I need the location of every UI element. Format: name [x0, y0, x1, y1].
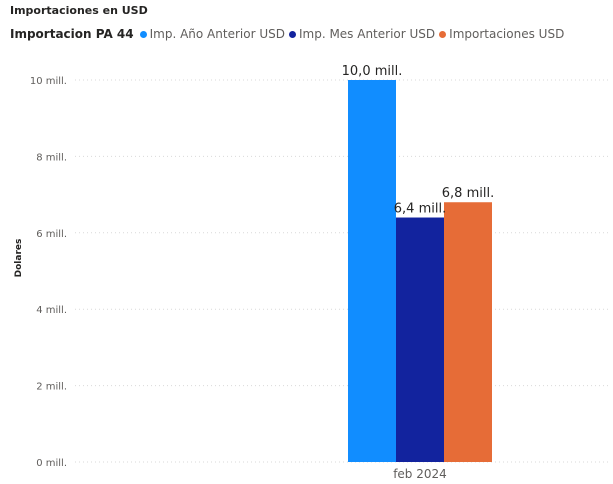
bar-1[interactable] — [396, 217, 444, 462]
bars — [348, 80, 492, 463]
data-label-2: 6,8 mill. — [442, 186, 494, 201]
legend-label-anio-anterior: Imp. Año Anterior USD — [149, 27, 285, 41]
data-labels: 10,0 mill. 6,4 mill.6,8 mill. — [342, 64, 495, 217]
legend-dot-anio-anterior — [139, 30, 147, 38]
legend-item-anio-anterior[interactable]: Imp. Año Anterior USD — [139, 27, 285, 41]
chart-legend: Importacion PA 44 Imp. Año Anterior USD … — [10, 27, 568, 41]
y-tick-label: 6 mill. — [36, 229, 67, 240]
x-axis-ticks: feb 2024 — [393, 467, 447, 481]
legend-label-importaciones: Importaciones USD — [449, 27, 565, 41]
y-tick-label: 10 mill. — [30, 76, 67, 87]
y-tick-label: 4 mill. — [36, 305, 67, 316]
y-axis-label: Dolares — [14, 239, 24, 278]
data-label-1: 6,4 mill. — [394, 202, 446, 217]
y-tick-label: 0 mill. — [36, 458, 67, 469]
gridlines — [75, 79, 608, 463]
y-tick-label: 8 mill. — [36, 152, 67, 163]
bar-2[interactable] — [444, 202, 492, 463]
legend-title: Importacion PA 44 — [10, 27, 134, 41]
chart-title: Importaciones en USD — [10, 4, 148, 17]
legend-item-mes-anterior[interactable]: Imp. Mes Anterior USD — [288, 27, 436, 41]
y-tick-label: 2 mill. — [36, 382, 67, 393]
legend-label-mes-anterior: Imp. Mes Anterior USD — [298, 27, 436, 41]
legend-dot-importaciones — [439, 30, 447, 38]
x-tick-label: feb 2024 — [393, 467, 447, 481]
legend-dot-mes-anterior — [288, 30, 296, 38]
legend-item-importaciones[interactable]: Importaciones USD — [439, 27, 564, 41]
data-label-0: 10,0 mill. — [342, 64, 403, 79]
y-axis-ticks: 0 mill. 2 mill. 4 mill. 6 mill. 8 mill. 10 mi… — [30, 76, 67, 469]
bar-0[interactable] — [348, 80, 396, 462]
